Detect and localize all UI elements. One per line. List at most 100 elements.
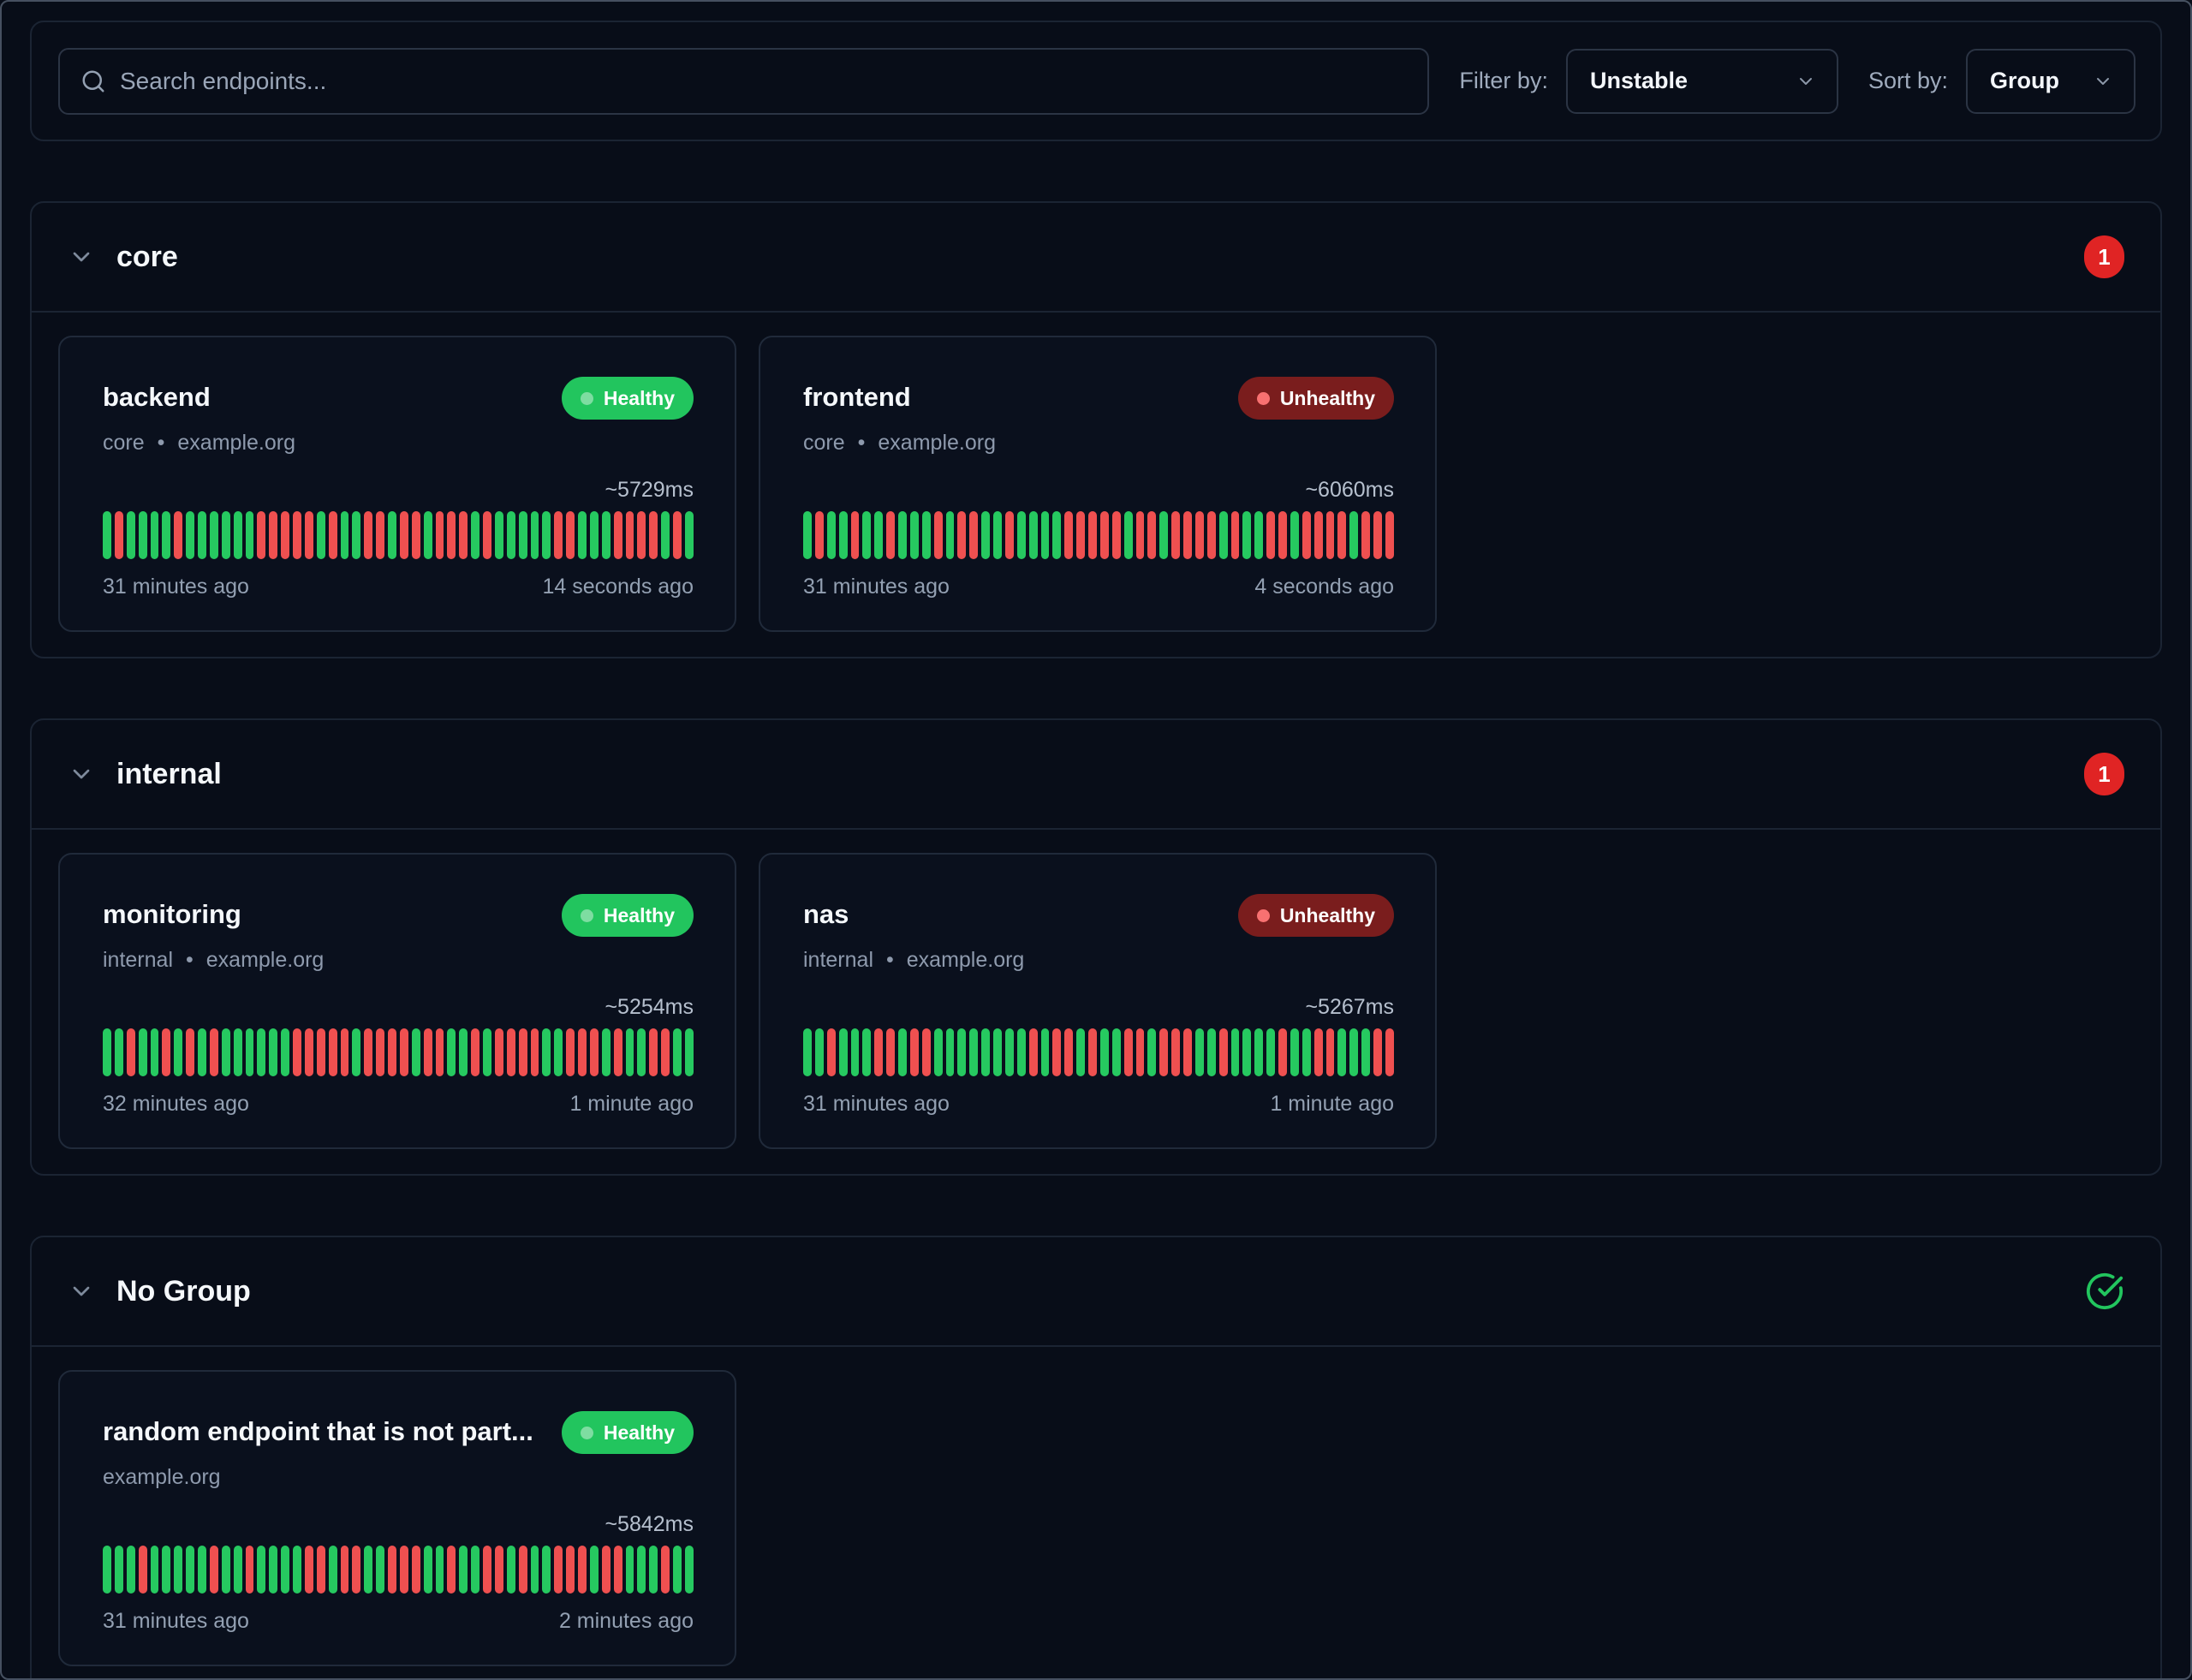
history-bar (411, 511, 420, 559)
search-box[interactable] (58, 47, 1430, 115)
history-bar (1088, 511, 1097, 559)
history-bar (126, 1028, 135, 1076)
history-bar (1016, 1028, 1026, 1076)
history-strip[interactable] (103, 511, 694, 559)
history-bar (388, 511, 396, 559)
history-bar (281, 1028, 289, 1076)
history-bar (1385, 511, 1394, 559)
chevron-down-icon (2097, 77, 2109, 85)
endpoint-card[interactable]: backend Healthy core • example.org ~5729ms 31 … (58, 336, 736, 632)
history-bar (1218, 1028, 1228, 1076)
history-bar (1040, 1028, 1050, 1076)
history-bar (162, 1028, 171, 1076)
history-bar (1337, 511, 1347, 559)
history-bar (138, 1028, 147, 1076)
response-time: ~5267ms (1305, 995, 1394, 1019)
history-bar (150, 1028, 159, 1076)
endpoint-subtitle: internal • example.org (803, 948, 1394, 973)
history-bar (589, 511, 599, 559)
history-bar (293, 1546, 301, 1594)
history-bar (969, 1028, 979, 1076)
history-bar (518, 1028, 527, 1076)
history-bar (399, 1546, 408, 1594)
history-bar (1123, 511, 1133, 559)
history-bar (554, 1028, 563, 1076)
history-bar (933, 1028, 943, 1076)
history-bar (186, 1028, 194, 1076)
history-bar (1373, 511, 1382, 559)
group-header[interactable]: core 1 (32, 203, 2160, 313)
toolbar: Filter by: Unstable Sort by: Group (30, 21, 2162, 141)
endpoint-group: internal (803, 948, 873, 972)
history-bar (459, 1028, 468, 1076)
history-bar (1349, 511, 1359, 559)
history-bar (352, 1028, 361, 1076)
history-bar (1028, 1028, 1038, 1076)
history-bar (673, 1028, 682, 1076)
history-bar (921, 511, 931, 559)
history-bar (1230, 511, 1240, 559)
history-strip[interactable] (103, 1028, 694, 1076)
history-bar (649, 511, 658, 559)
history-bar (257, 1546, 266, 1594)
history-bar (364, 511, 373, 559)
filter-by-label: Filter by: (1459, 68, 1548, 93)
history-bar (566, 1546, 575, 1594)
time-newest: 14 seconds ago (542, 575, 694, 599)
history-bar (814, 1028, 824, 1076)
history-bar (1194, 1028, 1204, 1076)
history-bar (1111, 511, 1121, 559)
history-bar (376, 1546, 384, 1594)
history-bar (1111, 1028, 1121, 1076)
search-input[interactable] (120, 67, 1408, 95)
history-bar (411, 1546, 420, 1594)
card-footer: 31 minutes ago 2 minutes ago (103, 1609, 694, 1634)
history-bar (957, 511, 967, 559)
endpoint-card[interactable]: random endpoint that is not part... Healt… (58, 1370, 736, 1666)
card-footer: 31 minutes ago 4 seconds ago (803, 575, 1394, 599)
history-bar (1052, 1028, 1062, 1076)
sort-select-value: Group (1990, 68, 2059, 93)
history-bar (388, 1028, 396, 1076)
history-bar (850, 511, 860, 559)
history-strip[interactable] (803, 1028, 1394, 1076)
card-header: backend Healthy (103, 377, 694, 420)
status-badge: Unhealthy (1237, 894, 1394, 937)
history-bar (957, 1028, 967, 1076)
group-title: internal (116, 757, 222, 790)
history-bar (186, 511, 194, 559)
endpoint-card[interactable]: monitoring Healthy internal • example.org ~52… (58, 853, 736, 1149)
history-bar (269, 511, 278, 559)
status-label: Healthy (603, 903, 675, 926)
status-badge: Healthy (561, 377, 694, 420)
history-bar (435, 511, 444, 559)
history-bar (1183, 511, 1192, 559)
history-bar (1325, 1028, 1335, 1076)
history-bar (411, 1028, 420, 1076)
endpoint-card[interactable]: nas Unhealthy internal • example.org ~5267ms 3… (759, 853, 1437, 1149)
group-header[interactable]: No Group (32, 1237, 2160, 1347)
history-bar (862, 511, 872, 559)
filter-select[interactable]: Unstable (1565, 48, 1838, 114)
group-status-indicator: 1 (2084, 753, 2124, 795)
sort-select[interactable]: Group (1966, 48, 2135, 114)
history-bar (494, 1028, 503, 1076)
history-strip[interactable] (103, 1546, 694, 1594)
history-bar (1361, 511, 1370, 559)
endpoint-card[interactable]: frontend Unhealthy core • example.org ~6060ms… (759, 336, 1437, 632)
history-bar (103, 1546, 111, 1594)
status-dot-icon (580, 1426, 593, 1439)
group-status-indicator: 1 (2084, 235, 2124, 278)
history-bar (221, 1028, 230, 1076)
history-bar (423, 1546, 432, 1594)
group-header[interactable]: internal 1 (32, 720, 2160, 830)
history-bar (126, 511, 135, 559)
history-bar (435, 1546, 444, 1594)
history-strip[interactable] (803, 511, 1394, 559)
history-bar (886, 1028, 895, 1076)
history-bar (1302, 1028, 1311, 1076)
history-bar (518, 1546, 527, 1594)
history-bar (352, 511, 361, 559)
history-bar (945, 1028, 955, 1076)
endpoint-group: core (103, 431, 145, 455)
